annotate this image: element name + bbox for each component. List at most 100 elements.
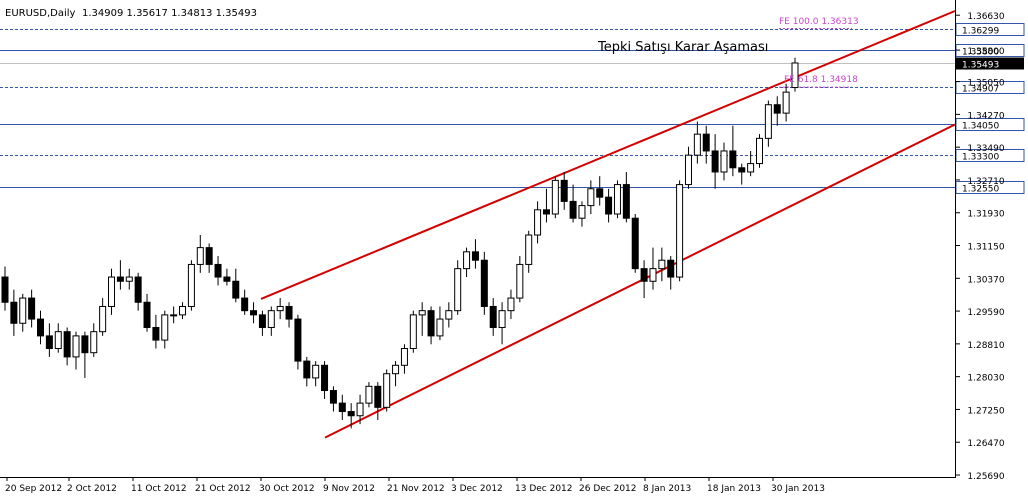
price-tick-label: 1.25690 xyxy=(967,472,1004,482)
candle-bullish xyxy=(356,402,364,417)
date-tick-label: 3 Dec 2012 xyxy=(451,484,503,494)
candle-bullish xyxy=(418,310,426,316)
candle-bearish xyxy=(329,390,337,404)
price-tick-label: 1.36630 xyxy=(967,12,1004,22)
candle-bearish xyxy=(214,263,222,278)
candle-bearish xyxy=(667,259,675,278)
candle-bearish xyxy=(303,360,311,379)
candle-bullish xyxy=(613,184,621,215)
candle-bearish xyxy=(258,314,266,328)
candle-bearish xyxy=(116,276,124,282)
fe-100-label: FE 100.0 1.36313 xyxy=(779,17,859,27)
ohlc-readout: 1.34909 1.35617 1.34813 1.35493 xyxy=(82,8,257,19)
candle-bullish xyxy=(525,234,533,265)
candle-bullish xyxy=(445,310,453,320)
candle-bullish xyxy=(179,305,187,316)
candle-bearish xyxy=(489,305,497,328)
candle-bearish xyxy=(374,385,382,408)
candle-bullish xyxy=(791,62,799,89)
price-tick-label: 1.31930 xyxy=(967,210,1004,220)
candle-bullish xyxy=(54,331,62,349)
candle-bullish xyxy=(187,263,195,307)
date-tick-label: 21 Oct 2012 xyxy=(195,484,251,494)
price-tick-label: 1.33490 xyxy=(967,144,1004,154)
candle-bullish xyxy=(498,310,506,328)
candle-bullish xyxy=(400,347,408,366)
candle-bullish xyxy=(755,137,763,165)
candle-bearish xyxy=(28,297,36,320)
candle-bullish xyxy=(649,268,657,282)
candle-bearish xyxy=(241,297,249,312)
candle-bullish xyxy=(276,305,284,312)
price-tick-label: 1.29590 xyxy=(967,308,1004,318)
candle-bullish xyxy=(267,310,275,328)
candle-bearish xyxy=(143,301,151,328)
candle-bearish xyxy=(542,209,550,215)
price-axis: 1.36630 1.35800 1.35050 1.34270 1.33490 1.327… xyxy=(956,12,1005,482)
candle-bearish xyxy=(45,335,53,349)
date-tick-label: 20 Sep 2012 xyxy=(5,484,62,494)
candle-bullish xyxy=(684,154,692,186)
fibonacci-expansion xyxy=(779,28,852,88)
candle-bullish xyxy=(170,314,178,317)
level-price-text: 1.35800 xyxy=(962,48,999,58)
date-tick-label: 30 Jan 2013 xyxy=(771,484,825,494)
channel-upper-line xyxy=(260,10,956,300)
chart-header-text: EURUSD,Daily xyxy=(5,8,76,19)
candle-bearish xyxy=(738,167,746,173)
candle-bearish xyxy=(223,276,231,282)
date-tick-label: 11 Oct 2012 xyxy=(131,484,187,494)
price-tick-label: 1.35050 xyxy=(967,79,1004,89)
date-tick-label: 13 Dec 2012 xyxy=(515,484,573,494)
date-tick-label: 18 Jan 2013 xyxy=(707,484,761,494)
candle-bullish xyxy=(720,150,728,173)
fe-618-label: FE 61.8 1.34918 xyxy=(784,75,858,85)
candle-bearish xyxy=(250,310,258,316)
candle-bullish xyxy=(676,184,684,278)
candle-bearish xyxy=(605,196,613,215)
channel-lower-line xyxy=(324,123,956,439)
candle-bullish xyxy=(658,259,666,270)
candle-bearish xyxy=(640,268,648,282)
level-price-text: 1.32550 xyxy=(962,185,999,195)
candle-bullish xyxy=(312,364,320,379)
horizontal-levels: 1.36299 1.35800 1.34907 1.34050 1.33300 1.325… xyxy=(0,23,1025,195)
candle-bearish xyxy=(321,364,329,392)
candle-bearish xyxy=(427,310,435,337)
candle-bearish xyxy=(152,326,160,341)
candle-bearish xyxy=(711,150,719,173)
candle-bullish xyxy=(196,247,204,265)
candle-bullish xyxy=(551,179,559,215)
date-tick-label: 8 Jan 2013 xyxy=(643,484,691,494)
candle-bearish xyxy=(1,276,9,303)
current-price-tag xyxy=(956,57,1024,70)
date-tick-label: 26 Dec 2012 xyxy=(579,484,637,494)
candle-bearish xyxy=(285,305,293,320)
candlestick-series xyxy=(1,57,799,429)
candle-bullish xyxy=(90,331,98,354)
candle-bearish xyxy=(596,188,604,198)
candle-bullish xyxy=(19,297,27,324)
candle-bullish xyxy=(764,104,772,139)
candle-bearish xyxy=(10,301,18,324)
candle-bearish xyxy=(702,133,710,152)
candle-bearish xyxy=(294,318,302,362)
level-price-text: 1.36299 xyxy=(962,27,999,37)
candle-bullish xyxy=(365,385,373,404)
current-price-text: 1.35493 xyxy=(962,61,999,71)
date-tick-label: 9 Nov 2012 xyxy=(323,484,375,494)
candle-bearish xyxy=(338,402,346,413)
candle-bearish xyxy=(347,411,355,417)
price-tick-label: 1.28810 xyxy=(967,341,1004,351)
candle-bullish xyxy=(436,318,444,337)
date-tick-label: 2 Oct 2012 xyxy=(67,484,117,494)
candle-bullish xyxy=(507,297,515,312)
candle-bullish xyxy=(747,163,755,173)
time-axis: 20 Sep 2012 2 Oct 2012 11 Oct 2012 21 Oct 2… xyxy=(5,477,825,494)
candle-bullish xyxy=(383,373,391,408)
price-tick-label: 1.31150 xyxy=(967,243,1004,253)
annotation-main-label: Tepki Satışı Karar Aşaması xyxy=(597,40,768,55)
